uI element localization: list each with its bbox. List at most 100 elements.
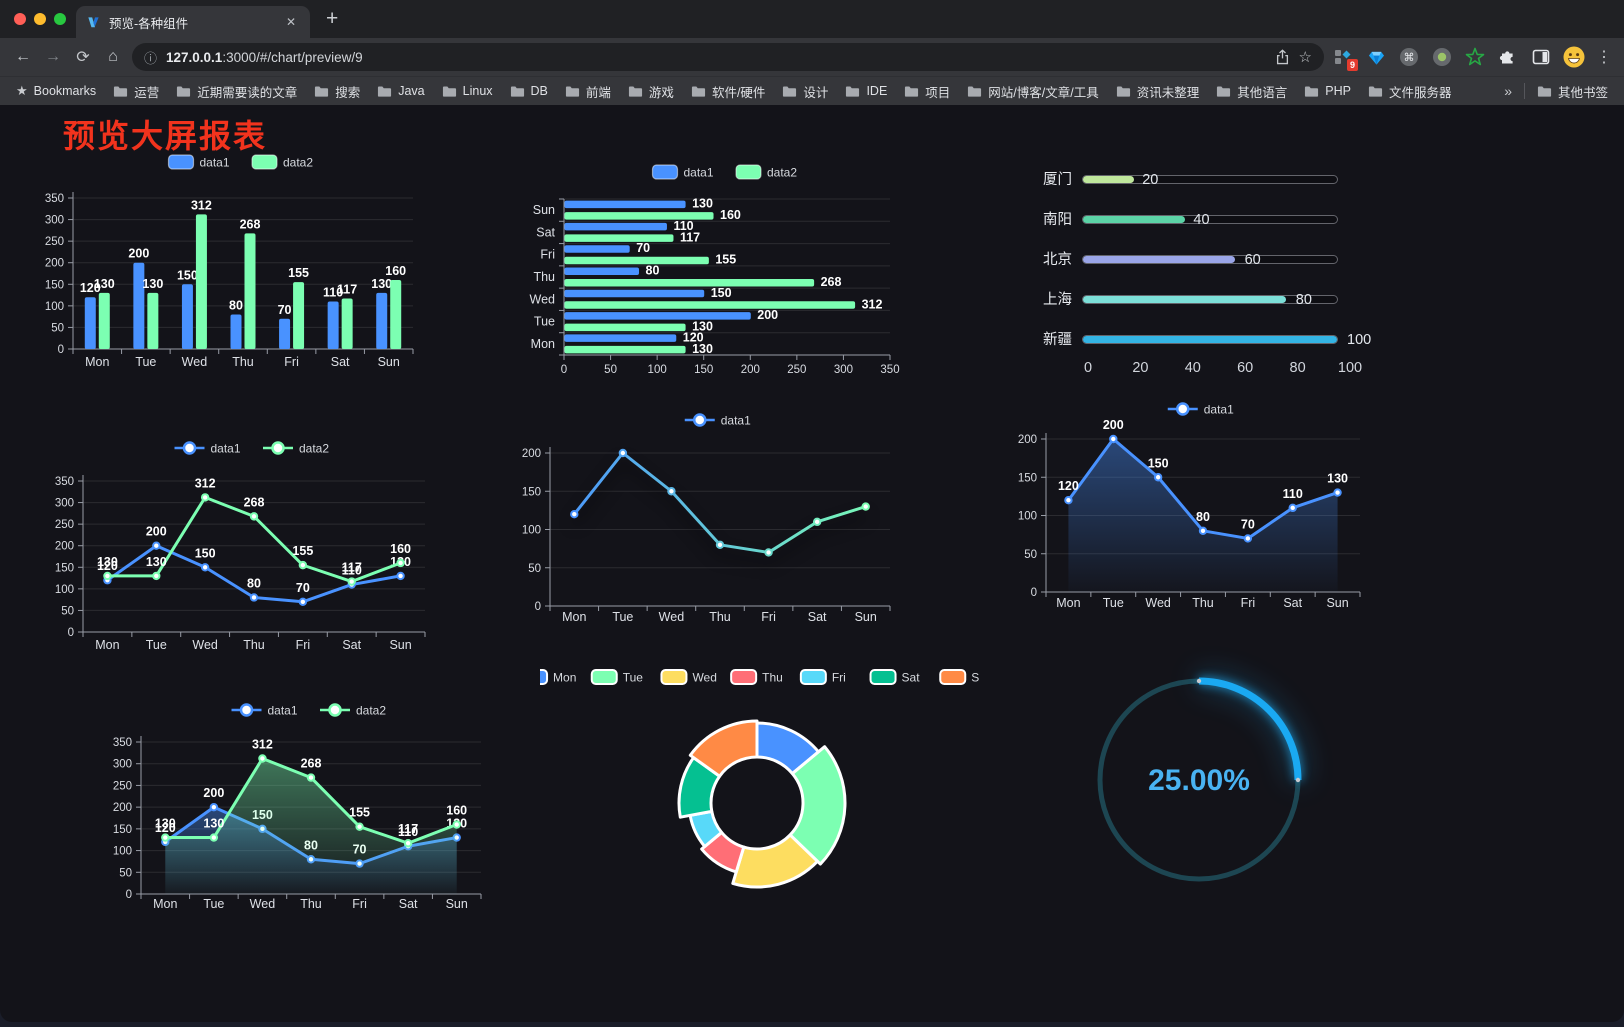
site-info-icon[interactable]: ⓘ bbox=[144, 50, 158, 66]
data-point bbox=[764, 548, 773, 557]
svg-text:250: 250 bbox=[55, 519, 74, 531]
progress-label: 北京 bbox=[1043, 252, 1072, 268]
bookmarks-manager[interactable]: ★ Bookmarks bbox=[16, 83, 97, 98]
bookmark-folder[interactable]: DB bbox=[510, 82, 548, 101]
folder-icon bbox=[1116, 86, 1130, 97]
bookmark-folder[interactable]: Java bbox=[377, 82, 425, 101]
minimize-window-icon[interactable] bbox=[34, 13, 46, 25]
data-point bbox=[152, 541, 161, 550]
other-bookmarks[interactable]: 其他书签 bbox=[1537, 82, 1608, 101]
folder-icon bbox=[1217, 86, 1231, 97]
bookmark-folder[interactable]: 搜索 bbox=[314, 82, 360, 101]
bookmark-folder[interactable]: 网站/博客/文章/工具 bbox=[967, 82, 1099, 101]
folder-icon bbox=[628, 86, 642, 97]
legend-item-data2[interactable]: data2 bbox=[320, 703, 386, 718]
green-star-extension-icon[interactable] bbox=[1464, 46, 1486, 68]
legend-item-Sat[interactable]: Sat bbox=[869, 669, 921, 685]
pie-slice-Tue[interactable] bbox=[788, 745, 847, 866]
close-window-icon[interactable] bbox=[14, 13, 26, 25]
svg-text:200: 200 bbox=[203, 786, 224, 800]
data-point bbox=[618, 448, 628, 458]
legend-item-data2[interactable]: data2 bbox=[251, 154, 313, 170]
bookmark-folder[interactable]: 其他语言 bbox=[1216, 82, 1287, 101]
bar-vertical-svg: data1 data2 0 50 100 150 200 250 300 350 Mon Tue Wed… bbox=[45, 154, 414, 369]
bookmark-folder[interactable]: 运营 bbox=[113, 82, 159, 101]
legend-item-Thu[interactable]: Thu bbox=[730, 669, 783, 685]
home-button[interactable]: ⌂ bbox=[108, 48, 118, 65]
bookmark-folder[interactable]: PHP bbox=[1304, 82, 1351, 101]
address-bar[interactable]: ⓘ 127.0.0.1:3000/#/chart/preview/9 ☆ bbox=[132, 43, 1324, 71]
tampermonkey-extension-icon[interactable]: 9 bbox=[1332, 46, 1358, 71]
bookmark-folder[interactable]: Linux bbox=[442, 82, 493, 101]
svg-text:300: 300 bbox=[113, 759, 132, 771]
profile-avatar[interactable] bbox=[1563, 46, 1585, 68]
svg-text:120: 120 bbox=[1058, 479, 1079, 493]
browser-tab[interactable]: 预览-各种组件 ✕ bbox=[76, 6, 310, 38]
legend-item-data1[interactable]: data1 bbox=[684, 413, 751, 428]
legend-item-data1[interactable]: data1 bbox=[1167, 402, 1234, 417]
svg-text:Thu: Thu bbox=[762, 671, 783, 685]
bookmark-star-icon[interactable]: ☆ bbox=[1298, 49, 1312, 66]
series-line bbox=[573, 451, 867, 554]
progress-track bbox=[1082, 215, 1338, 224]
gem-extension-icon[interactable] bbox=[1365, 46, 1387, 68]
new-tab-button[interactable]: + bbox=[326, 7, 339, 30]
svg-text:data1: data1 bbox=[200, 156, 230, 170]
legend-item-data1[interactable]: data1 bbox=[167, 154, 230, 170]
extensions-puzzle-icon[interactable] bbox=[1497, 46, 1519, 68]
extensions-area: 9 ⌘ bbox=[1332, 46, 1616, 71]
bookmark-folder[interactable]: 资讯未整理 bbox=[1116, 82, 1199, 101]
bookmark-folder[interactable]: 软件/硬件 bbox=[691, 82, 765, 101]
bar bbox=[564, 279, 815, 287]
bookmark-folder[interactable]: 游戏 bbox=[628, 82, 674, 101]
legend-item-data1[interactable]: data1 bbox=[231, 703, 298, 718]
svg-text:155: 155 bbox=[715, 253, 736, 267]
grouped-bar-chart: data1 data2 0 50 100 150 200 250 300 350 Mon Tue Wed… bbox=[40, 110, 460, 375]
legend-item-Tue[interactable]: Tue bbox=[590, 669, 644, 685]
bar bbox=[564, 267, 640, 275]
legend-item-Sun[interactable]: Sun bbox=[939, 669, 993, 685]
svg-text:130: 130 bbox=[692, 342, 713, 356]
legend-item-data1[interactable]: data1 bbox=[651, 164, 714, 180]
data-point bbox=[298, 560, 308, 570]
bookmark-folder[interactable]: 设计 bbox=[782, 82, 828, 101]
svg-text:160: 160 bbox=[390, 542, 411, 556]
legend-item-data2[interactable]: data2 bbox=[263, 441, 329, 456]
bookmark-folder[interactable]: 文件服务器 bbox=[1368, 82, 1451, 101]
data-point bbox=[347, 577, 356, 586]
progress-label: 新疆 bbox=[1043, 332, 1072, 348]
bookmark-folder[interactable]: 项目 bbox=[904, 82, 950, 101]
svg-text:150: 150 bbox=[522, 486, 541, 498]
svg-text:Thu: Thu bbox=[300, 897, 322, 911]
legend-item-data2[interactable]: data2 bbox=[735, 164, 797, 180]
back-button[interactable]: ← bbox=[15, 48, 31, 65]
svg-text:200: 200 bbox=[146, 525, 167, 539]
legend-item-Wed[interactable]: Wed bbox=[660, 669, 717, 685]
bookmark-folder[interactable]: IDE bbox=[845, 82, 887, 101]
progress-bar-chart: 厦门 20 南阳 40 北京 60 上海 80 新疆 100 0 20 40 60 80 100 bbox=[1000, 150, 1395, 390]
window-controls[interactable] bbox=[0, 0, 76, 38]
horizontal-bar-chart: data1 data2 0 50 100 150 200 250 300 350 Sun 130 160… bbox=[500, 145, 930, 390]
pie-slice-Sun[interactable] bbox=[688, 719, 759, 778]
reload-button[interactable]: ⟳ bbox=[76, 49, 90, 66]
bookmark-folder[interactable]: 前端 bbox=[565, 82, 611, 101]
legend-item-data1[interactable]: data1 bbox=[174, 441, 241, 456]
svg-text:Sun: Sun bbox=[446, 897, 468, 911]
bar bbox=[376, 292, 388, 349]
pie-slice-Wed[interactable] bbox=[731, 833, 819, 889]
svg-text:100: 100 bbox=[522, 525, 541, 537]
url-text[interactable]: 127.0.0.1:3000/#/chart/preview/9 bbox=[166, 49, 363, 65]
command-extension-icon[interactable]: ⌘ bbox=[1398, 46, 1420, 68]
legend-item-Fri[interactable]: Fri bbox=[799, 669, 846, 685]
tab-close-icon[interactable]: ✕ bbox=[285, 15, 297, 29]
side-panel-icon[interactable] bbox=[1530, 46, 1552, 68]
share-icon[interactable] bbox=[1275, 49, 1290, 65]
bookmark-folder[interactable]: 近期需要读的文章 bbox=[176, 82, 297, 101]
forward-button[interactable]: → bbox=[45, 48, 61, 65]
browser-menu-icon[interactable]: ⋮ bbox=[1596, 49, 1612, 66]
recorder-extension-icon[interactable] bbox=[1431, 46, 1453, 68]
maximize-window-icon[interactable] bbox=[54, 13, 66, 25]
svg-text:70: 70 bbox=[636, 241, 650, 255]
legend-item-Mon[interactable]: Mon bbox=[521, 669, 576, 685]
bookmarks-overflow-icon[interactable]: » bbox=[1504, 83, 1512, 99]
